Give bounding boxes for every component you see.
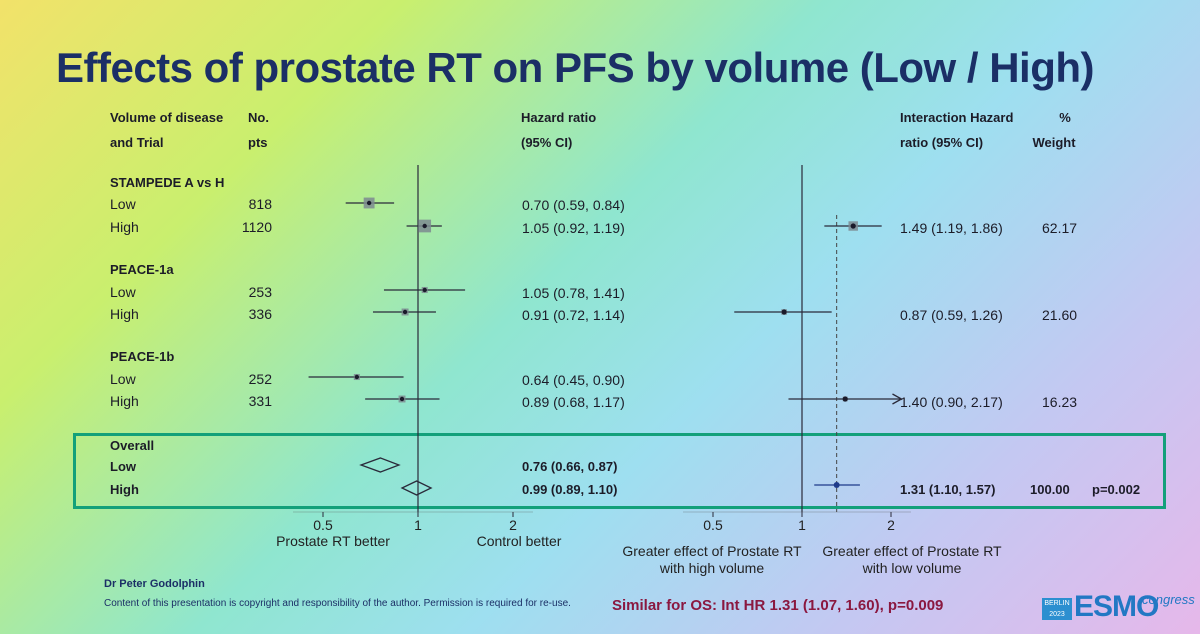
x-tick-label: 1 bbox=[798, 517, 806, 533]
slide-title: Effects of prostate RT on PFS by volume … bbox=[55, 44, 1095, 91]
overall-hr-text: 0.99 (0.89, 1.10) bbox=[522, 482, 618, 497]
left-axis-left-label: Prostate RT better bbox=[276, 533, 390, 549]
pts-count: 336 bbox=[248, 306, 272, 322]
overall-row-label: High bbox=[110, 482, 139, 497]
overall-interaction-hr-text: 1.31 (1.10, 1.57) bbox=[900, 482, 996, 497]
esmo-wordmark: ESMO bbox=[1074, 590, 1159, 623]
copyright-notice: Content of this presentation is copyrigh… bbox=[104, 598, 571, 609]
point-estimate bbox=[842, 396, 848, 402]
header-pts: No. pts bbox=[248, 110, 269, 150]
weight-text: 62.17 bbox=[1042, 220, 1078, 236]
esmo-congress-logo: BERLIN 2023 ESMO congress bbox=[1042, 588, 1195, 630]
header-volume: Volume of disease and Trial bbox=[110, 110, 224, 150]
point-estimate bbox=[422, 223, 427, 229]
hr-ci-text: 0.64 (0.45, 0.90) bbox=[522, 372, 625, 388]
point-estimate bbox=[781, 309, 787, 315]
hr-ci-text: 0.91 (0.72, 1.14) bbox=[522, 307, 625, 323]
interaction-hr-text: 0.87 (0.59, 1.26) bbox=[900, 307, 1003, 323]
group-label-stampede: STAMPEDE A vs H bbox=[110, 175, 225, 190]
overall-p-value: p=0.002 bbox=[1092, 482, 1141, 497]
header-hazard-ratio: Hazard ratio (95% CI) bbox=[521, 110, 597, 150]
hr-ci-text: 1.05 (0.78, 1.41) bbox=[522, 285, 625, 301]
x-tick-label: 2 bbox=[887, 517, 895, 533]
right-axis-left-label: Greater effect of Prostate RT with high v… bbox=[622, 543, 802, 576]
congress-wordmark: congress bbox=[1142, 592, 1195, 607]
weight-text: 16.23 bbox=[1042, 394, 1078, 410]
pts-count: 331 bbox=[248, 393, 272, 409]
hr-ci-text: 0.89 (0.68, 1.17) bbox=[522, 394, 625, 410]
overall-diamond bbox=[359, 457, 401, 473]
overall-row-label: Low bbox=[110, 459, 136, 474]
right-axis-right-label: Greater effect of Prostate RT with low vo… bbox=[822, 543, 1002, 576]
x-tick-label: 1 bbox=[414, 517, 422, 533]
similar-os-note: Similar for OS: Int HR 1.31 (1.07, 1.60)… bbox=[612, 597, 944, 614]
overall-hr-text: 0.76 (0.66, 0.87) bbox=[522, 459, 618, 474]
row-label: Low bbox=[110, 196, 136, 212]
point-estimate bbox=[366, 200, 372, 206]
point-estimate bbox=[422, 287, 427, 293]
overall-weight-text: 100.00 bbox=[1030, 482, 1070, 497]
logo-city-badge: BERLIN 2023 bbox=[1042, 598, 1072, 620]
pts-count: 1120 bbox=[241, 219, 272, 235]
row-label: High bbox=[110, 393, 139, 409]
ci-arrow bbox=[892, 393, 903, 405]
group-label-peace1b: PEACE-1b bbox=[110, 349, 175, 364]
overall-box bbox=[73, 433, 1166, 509]
overall-point-estimate bbox=[833, 482, 840, 488]
pts-count: 253 bbox=[248, 284, 272, 300]
pts-count: 818 bbox=[248, 196, 272, 212]
header-weight: % Weight bbox=[1032, 110, 1076, 150]
hr-ci-text: 0.70 (0.59, 0.84) bbox=[522, 197, 625, 213]
left-axis-right-label: Control better bbox=[476, 533, 562, 549]
overall-diamond bbox=[400, 480, 433, 496]
interaction-hr-text: 1.40 (0.90, 2.17) bbox=[900, 394, 1003, 410]
weight-text: 21.60 bbox=[1042, 307, 1078, 323]
hr-ci-text: 1.05 (0.92, 1.19) bbox=[522, 220, 625, 236]
x-tick-label: 2 bbox=[509, 517, 517, 533]
row-label: Low bbox=[110, 284, 136, 300]
point-estimate bbox=[850, 223, 856, 229]
row-label: Low bbox=[110, 371, 136, 387]
left-forest-plot: 0.5 1 2 bbox=[293, 165, 533, 533]
author-credit: Dr Peter Godolphin bbox=[104, 578, 205, 590]
header-interaction-hr: Interaction Hazard ratio (95% CI) bbox=[900, 110, 1014, 150]
pts-count: 252 bbox=[248, 371, 272, 387]
row-label: High bbox=[110, 219, 139, 235]
right-forest-plot: 0.5 1 2 bbox=[683, 165, 911, 533]
row-label: High bbox=[110, 306, 139, 322]
point-estimate bbox=[399, 396, 405, 402]
x-tick-label: 0.5 bbox=[313, 517, 333, 533]
interaction-hr-text: 1.49 (1.19, 1.86) bbox=[900, 220, 1003, 236]
point-estimate bbox=[402, 309, 408, 315]
group-label-peace1a: PEACE-1a bbox=[110, 262, 174, 277]
overall-label: Overall bbox=[110, 438, 155, 453]
point-estimate bbox=[354, 374, 360, 380]
x-tick-label: 0.5 bbox=[703, 517, 723, 533]
